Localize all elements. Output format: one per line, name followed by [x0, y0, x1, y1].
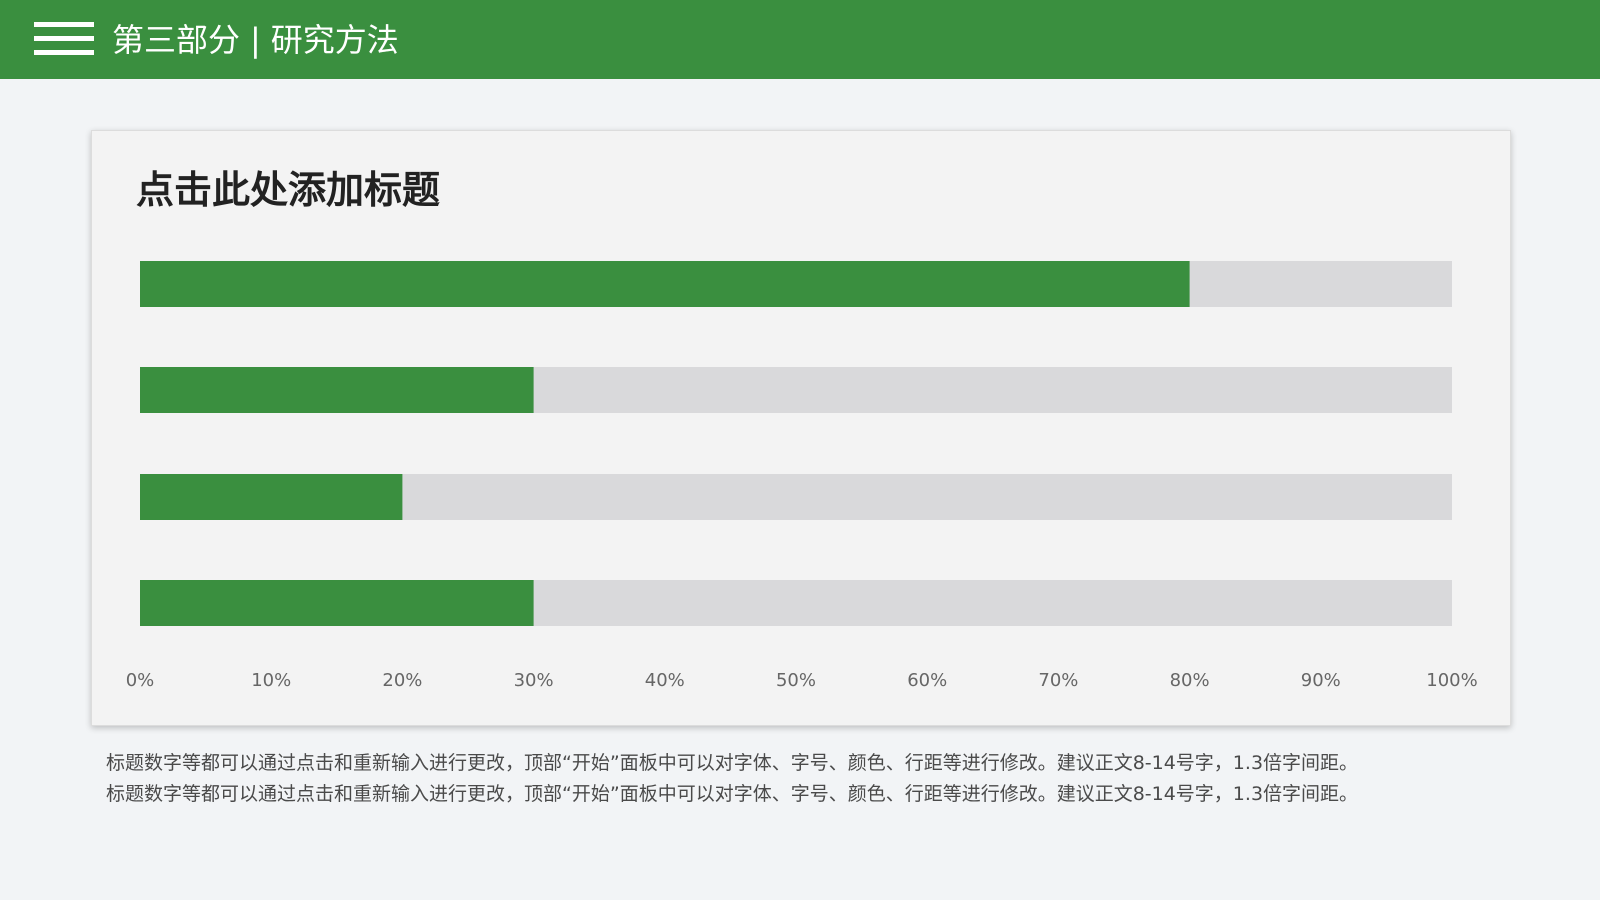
body-paragraph[interactable]: 标题数字等都可以通过点击和重新输入进行更改，顶部“开始”面板中可以对字体、字号、…: [106, 783, 1359, 805]
x-tick-label: 20%: [382, 670, 422, 691]
x-tick-label: 100%: [1426, 670, 1477, 691]
x-tick-label: 60%: [907, 670, 947, 691]
x-tick-label: 30%: [514, 670, 554, 691]
header-title: 第三部分 | 研究方法: [112, 18, 399, 62]
header-bar: 第三部分 | 研究方法: [0, 0, 1600, 79]
bar-fill[interactable]: [140, 474, 403, 520]
x-tick-label: 0%: [126, 670, 155, 691]
progress-bar-chart: 0% 10% 20% 30% 40% 50% 60% 70% 80% 90% 100%: [126, 261, 1478, 691]
chart-title[interactable]: 点击此处添加标题: [136, 168, 441, 212]
bar-fill[interactable]: [140, 261, 1190, 307]
menu-icon[interactable]: [34, 22, 94, 56]
body-paragraph[interactable]: 标题数字等都可以通过点击和重新输入进行更改，顶部“开始”面板中可以对字体、字号、…: [106, 752, 1359, 774]
section-title: 研究方法: [270, 21, 399, 59]
section-label: 第三部分: [112, 21, 241, 59]
bar-fill[interactable]: [140, 367, 534, 413]
chart-card: 点击此处添加标题 0% 10% 20% 30% 40% 50% 60% 70% 80% 90% 10…: [91, 130, 1511, 726]
bar-fill[interactable]: [140, 580, 534, 626]
body-text: 标题数字等都可以通过点击和重新输入进行更改，顶部“开始”面板中可以对字体、字号、…: [106, 748, 1526, 810]
x-tick-label: 70%: [1038, 670, 1078, 691]
x-tick-label: 40%: [645, 670, 685, 691]
title-separator: |: [250, 21, 261, 59]
x-tick-label: 80%: [1170, 670, 1210, 691]
x-tick-label: 50%: [776, 670, 816, 691]
x-tick-label: 90%: [1301, 670, 1341, 691]
x-tick-label: 10%: [251, 670, 291, 691]
